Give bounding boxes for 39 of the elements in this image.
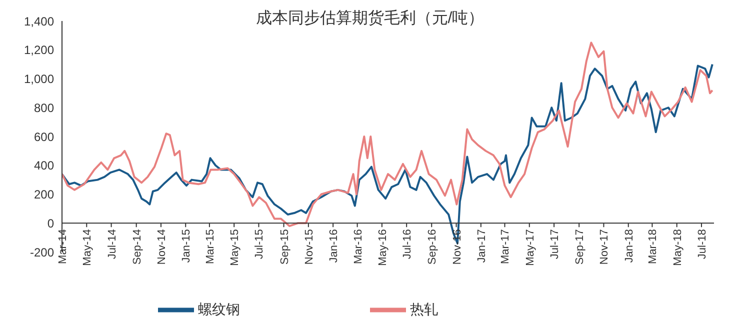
x-tick-label: Jul-18 [696, 229, 708, 260]
y-tick-label: 1,000 [24, 72, 54, 86]
x-tick-label: Sep-14 [131, 229, 144, 265]
x-tick-label: Mar-16 [352, 229, 364, 264]
y-tick-label: 400 [34, 158, 54, 173]
x-tick-label: Mar-15 [204, 229, 216, 264]
x-tick-label: May-18 [672, 229, 684, 266]
legend-label: 热轧 [410, 300, 438, 317]
line-series [62, 42, 714, 228]
y-tick-label: 800 [34, 100, 54, 115]
x-tick-label: Jan-15 [180, 229, 193, 263]
y-tick-label: 0 [47, 216, 54, 230]
x-tick-label: Sep-16 [426, 229, 439, 265]
legend-label: 螺纹钢 [198, 300, 240, 317]
y-tick-label: 1,200 [24, 43, 54, 58]
x-tick-label: Mar-18 [647, 229, 660, 264]
x-tick-label: Jul-15 [254, 229, 266, 260]
x-tick-label: Sep-15 [278, 229, 291, 265]
x-tick-label: Jul-16 [402, 229, 414, 260]
x-tick-label: Jan-16 [328, 229, 340, 263]
x-tick-label: Nov-17 [598, 229, 611, 265]
x-tick-label: May-17 [524, 229, 536, 266]
x-tick-label: May-15 [229, 229, 242, 266]
x-tick-label: Nov-16 [451, 229, 464, 265]
x-tick-label: Jan-18 [623, 229, 636, 263]
y-tick-label: 1,400 [24, 14, 54, 28]
x-tick-label: Jan-17 [476, 229, 488, 263]
y-tick-label: 200 [34, 188, 54, 202]
y-tick-label: 600 [34, 130, 54, 144]
x-tick-label: Nov-15 [303, 229, 316, 265]
x-tick-label: May-14 [82, 229, 94, 266]
x-tick-label: Jul-17 [549, 229, 562, 260]
x-tick-label: Nov-14 [156, 229, 168, 265]
x-tick-label: May-16 [376, 229, 389, 266]
y-tick-label: -200 [30, 245, 54, 260]
chart-title: 成本同步估算期货毛利（元/吨） [256, 10, 484, 27]
x-tick-label: Sep-17 [574, 229, 586, 265]
x-tick-label: Jul-14 [106, 229, 118, 260]
x-tick-label: Mar-17 [500, 229, 512, 264]
